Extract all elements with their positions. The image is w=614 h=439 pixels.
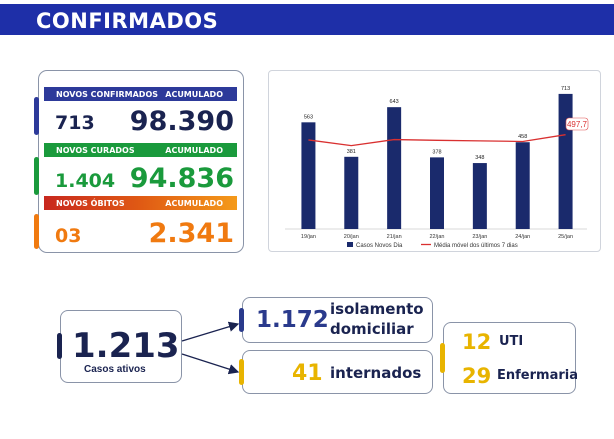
enfermaria-value: 29 [462, 364, 492, 388]
obitos-new: 03 [55, 225, 82, 247]
x-tick-21/jan: 21/jan [387, 234, 402, 240]
internados-box [242, 350, 433, 394]
curados-accent [34, 157, 39, 195]
page-title: CONFIRMADOS [36, 9, 219, 33]
data-label-21/jan: 643 [390, 99, 399, 105]
bar-23/jan [472, 163, 487, 229]
legend-line-label: Média móvel dos últimos 7 dias [434, 243, 518, 249]
data-label-19/jan: 563 [304, 114, 313, 120]
legend-bar-label: Casos Novos Dia [356, 243, 403, 249]
isolamento-label-2: domiciliar [330, 320, 414, 338]
obitos-accent [34, 214, 39, 249]
confirmados-acc-label: ACUMULADO [165, 89, 223, 99]
bar-20/jan [344, 156, 359, 229]
x-tick-23/jan: 23/jan [472, 234, 487, 240]
uti-value: 12 [462, 330, 492, 354]
bar-24/jan [515, 142, 530, 229]
active-accent [57, 333, 62, 359]
uti-enfermaria-box [443, 322, 576, 394]
data-label-23/jan: 348 [475, 155, 484, 161]
uti-label: UTI [499, 334, 524, 349]
data-label-20/jan: 381 [347, 149, 356, 155]
line-end-label: 497,7 [567, 120, 588, 129]
enfermaria-label: Enfermaria [497, 368, 578, 383]
curados-new: 1.404 [55, 170, 116, 192]
obitos-total: 2.341 [148, 218, 234, 249]
active-cases-value: 1.213 [72, 326, 180, 366]
internados-value: 41 [292, 361, 323, 386]
active-cases-label: Casos ativos [84, 364, 146, 375]
obitos-band: NOVOS ÓBITOS ACUMULADO [44, 196, 237, 210]
arrow-isolamento [181, 321, 240, 342]
chart-card: 563 381 643 378 348 458 713 19/jan 20/jan 21/jan… [268, 70, 601, 252]
bar-21/jan [387, 107, 402, 229]
moving-average-line [308, 134, 566, 147]
header-bar [0, 4, 614, 35]
confirmados-band: NOVOS CONFIRMADOS ACUMULADO [44, 87, 237, 101]
bar-25/jan [558, 93, 573, 229]
curados-label: NOVOS CURADOS [56, 145, 135, 155]
cases-chart: 563 381 643 378 348 458 713 19/jan 20/jan 21/jan… [285, 86, 589, 249]
obitos-acc-label: ACUMULADO [165, 198, 223, 208]
internados-accent [239, 359, 244, 385]
curados-acc-label: ACUMULADO [165, 145, 223, 155]
bar-22/jan [430, 157, 444, 229]
data-label-25/jan: 713 [561, 86, 570, 92]
confirmados-label: NOVOS CONFIRMADOS [56, 89, 159, 99]
x-tick-25/jan: 25/jan [558, 234, 573, 240]
x-tick-19/jan: 19/jan [301, 234, 316, 240]
confirmados-accent [34, 97, 39, 135]
isolamento-accent [239, 308, 244, 332]
curados-band: NOVOS CURADOS ACUMULADO [44, 143, 237, 157]
isolamento-value: 1.172 [256, 307, 329, 333]
curados-total: 94.836 [129, 163, 234, 194]
x-tick-22/jan: 22/jan [430, 234, 445, 240]
isolamento-label-1: isolamento [330, 300, 424, 318]
obitos-label: NOVOS ÓBITOS [56, 198, 125, 208]
x-tick-24/jan: 24/jan [515, 234, 530, 240]
arrow-internados [181, 353, 240, 375]
x-tick-20/jan: 20/jan [344, 234, 359, 240]
isolamento-box [242, 297, 433, 343]
internados-label: internados [330, 364, 422, 382]
confirmados-total: 98.390 [129, 106, 234, 137]
bar-19/jan [301, 122, 316, 229]
data-label-22/jan: 378 [432, 149, 441, 155]
line-end-label-box [565, 117, 589, 131]
confirmados-new: 713 [55, 112, 95, 134]
uti-accent [440, 343, 445, 373]
legend-bar-swatch [347, 242, 353, 247]
data-label-24/jan: 458 [518, 134, 527, 140]
